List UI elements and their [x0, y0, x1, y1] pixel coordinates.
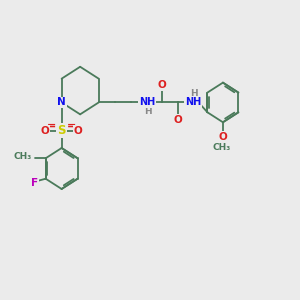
Text: O: O	[74, 125, 82, 136]
Text: O: O	[158, 80, 167, 90]
Text: NH: NH	[185, 98, 201, 107]
Text: H: H	[144, 107, 152, 116]
Text: F: F	[31, 178, 38, 188]
Text: CH₃: CH₃	[213, 142, 231, 152]
Text: NH: NH	[139, 98, 155, 107]
Text: O: O	[41, 125, 50, 136]
Text: CH₃: CH₃	[14, 152, 32, 161]
Text: =: =	[47, 121, 56, 131]
Text: N: N	[57, 98, 66, 107]
Text: O: O	[218, 132, 227, 142]
Text: O: O	[173, 115, 182, 124]
Text: H: H	[190, 89, 198, 98]
Text: =: =	[67, 121, 76, 131]
Text: S: S	[57, 124, 66, 137]
